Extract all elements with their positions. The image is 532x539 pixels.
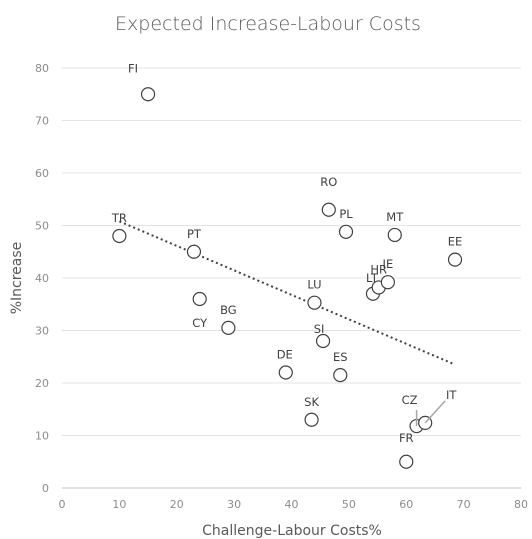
point-label-ro: RO bbox=[320, 175, 337, 189]
point-label-lt: LT bbox=[366, 271, 379, 285]
data-point-fr bbox=[399, 454, 414, 469]
data-point-sk bbox=[304, 412, 319, 427]
point-label-tr: TR bbox=[111, 211, 127, 225]
x-tick-label: 80 bbox=[514, 498, 528, 511]
point-label-de: DE bbox=[277, 348, 293, 362]
x-tick-label: 60 bbox=[399, 498, 413, 511]
trendline bbox=[118, 220, 456, 366]
point-label-pl: PL bbox=[339, 207, 353, 221]
x-tick-label: 50 bbox=[342, 498, 356, 511]
data-point-tr bbox=[112, 228, 127, 244]
y-tick-label: 50 bbox=[35, 220, 49, 233]
point-label-si: SI bbox=[314, 322, 325, 336]
point-label-ee: EE bbox=[448, 235, 463, 249]
leader-line-it bbox=[424, 400, 446, 424]
data-point-ro bbox=[321, 202, 336, 217]
y-tick-label: 30 bbox=[35, 325, 49, 338]
point-label-hr: HR bbox=[370, 262, 387, 276]
gridlines bbox=[62, 67, 521, 489]
point-label-sk: SK bbox=[304, 395, 319, 409]
x-tick-label: 40 bbox=[285, 498, 299, 511]
point-label-it: IT bbox=[446, 388, 457, 402]
point-label-pt: PT bbox=[187, 227, 202, 241]
data-point-si bbox=[315, 333, 331, 349]
label-leader-lines bbox=[415, 400, 446, 427]
data-point-pl bbox=[338, 224, 354, 239]
data-point-lu bbox=[307, 295, 322, 310]
point-label-es: ES bbox=[333, 350, 348, 364]
x-tick-label: 30 bbox=[227, 498, 241, 511]
y-tick-labels: 0 10 20 30 40 50 60 70 80 bbox=[35, 62, 49, 495]
data-point-pt bbox=[186, 244, 202, 259]
x-tick-label: 10 bbox=[112, 498, 126, 511]
trendline-linear bbox=[118, 220, 456, 366]
y-tick-label: 0 bbox=[42, 482, 49, 495]
data-point-mt bbox=[387, 227, 402, 243]
y-tick-label: 20 bbox=[35, 377, 49, 390]
y-tick-label: 10 bbox=[35, 430, 49, 443]
y-tick-label: 40 bbox=[35, 272, 49, 285]
point-label-cy: CY bbox=[192, 316, 208, 330]
point-label-fr: FR bbox=[399, 431, 414, 445]
y-tick-label: 70 bbox=[35, 115, 49, 128]
y-tick-label: 80 bbox=[35, 62, 49, 75]
point-label-bg: BG bbox=[220, 303, 237, 317]
data-point-de bbox=[278, 365, 293, 380]
x-tick-label: 0 bbox=[59, 498, 66, 511]
point-label-cz: CZ bbox=[402, 393, 418, 407]
point-label-lu: LU bbox=[307, 278, 321, 292]
x-tick-labels: 0 10 20 30 40 50 60 70 80 bbox=[59, 498, 529, 511]
data-point-cy bbox=[192, 291, 207, 307]
x-tick-label: 70 bbox=[457, 498, 471, 511]
data-point-fi bbox=[140, 87, 156, 102]
x-tick-label: 20 bbox=[170, 498, 184, 511]
chart-title: Expected Increase-Labour Costs bbox=[115, 13, 421, 35]
point-label-fi: FI bbox=[128, 61, 138, 75]
data-point-ie bbox=[380, 275, 395, 290]
y-axis-title: %Increase bbox=[9, 242, 25, 315]
data-point-es bbox=[333, 368, 348, 383]
x-axis-title: Challenge-Labour Costs% bbox=[202, 523, 382, 539]
y-tick-label: 60 bbox=[35, 167, 49, 180]
point-label-ie: IE bbox=[383, 257, 394, 271]
data-point-bg bbox=[221, 320, 236, 335]
data-point-ee bbox=[447, 252, 463, 267]
point-label-mt: MT bbox=[386, 210, 404, 224]
